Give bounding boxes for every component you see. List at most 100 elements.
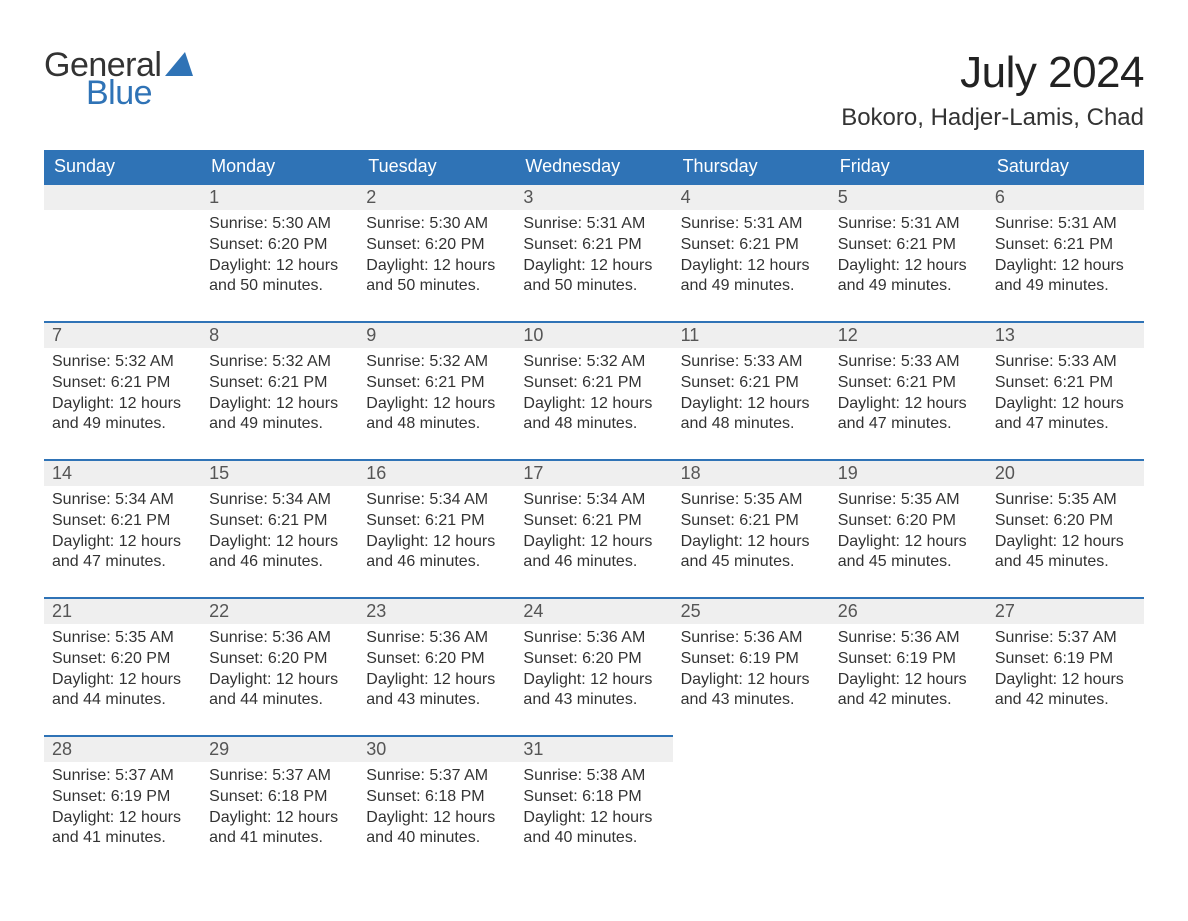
- day-body: Sunrise: 5:31 AMSunset: 6:21 PMDaylight:…: [673, 210, 830, 297]
- day-number: 29: [201, 735, 358, 762]
- day-body: Sunrise: 5:38 AMSunset: 6:18 PMDaylight:…: [515, 762, 672, 849]
- day-body: Sunrise: 5:37 AMSunset: 6:19 PMDaylight:…: [44, 762, 201, 849]
- daylight-text: Daylight: 12 hours and 50 minutes.: [366, 256, 507, 298]
- daylight-text: Daylight: 12 hours and 46 minutes.: [366, 532, 507, 574]
- day-body: Sunrise: 5:34 AMSunset: 6:21 PMDaylight:…: [358, 486, 515, 573]
- daylight-text: Daylight: 12 hours and 48 minutes.: [366, 394, 507, 436]
- sunset-text: Sunset: 6:18 PM: [523, 787, 664, 808]
- title-block: July 2024 Bokoro, Hadjer-Lamis, Chad: [841, 48, 1144, 132]
- calendar-cell: 10Sunrise: 5:32 AMSunset: 6:21 PMDayligh…: [515, 321, 672, 459]
- sunset-text: Sunset: 6:21 PM: [838, 373, 979, 394]
- sunrise-text: Sunrise: 5:36 AM: [681, 628, 822, 649]
- day-body: Sunrise: 5:36 AMSunset: 6:19 PMDaylight:…: [830, 624, 987, 711]
- sunrise-text: Sunrise: 5:34 AM: [366, 490, 507, 511]
- calendar-cell: 17Sunrise: 5:34 AMSunset: 6:21 PMDayligh…: [515, 459, 672, 597]
- day-body: Sunrise: 5:37 AMSunset: 6:18 PMDaylight:…: [358, 762, 515, 849]
- calendar-cell: 14Sunrise: 5:34 AMSunset: 6:21 PMDayligh…: [44, 459, 201, 597]
- daylight-text: Daylight: 12 hours and 48 minutes.: [681, 394, 822, 436]
- sunset-text: Sunset: 6:20 PM: [52, 649, 193, 670]
- calendar-cell: 28Sunrise: 5:37 AMSunset: 6:19 PMDayligh…: [44, 735, 201, 873]
- day-body: Sunrise: 5:32 AMSunset: 6:21 PMDaylight:…: [515, 348, 672, 435]
- day-number: 8: [201, 321, 358, 348]
- weekday-header: Friday: [830, 150, 987, 183]
- daylight-text: Daylight: 12 hours and 50 minutes.: [523, 256, 664, 298]
- sunrise-text: Sunrise: 5:32 AM: [209, 352, 350, 373]
- calendar-cell: 19Sunrise: 5:35 AMSunset: 6:20 PMDayligh…: [830, 459, 987, 597]
- daylight-text: Daylight: 12 hours and 44 minutes.: [209, 670, 350, 712]
- calendar-week-row: 21 Sunrise: 5:35 AMSunset: 6:20 PM Dayligh…: [44, 597, 1144, 735]
- day-body: Sunrise: 5:31 AMSunset: 6:21 PMDaylight:…: [515, 210, 672, 297]
- day-number: 30: [358, 735, 515, 762]
- day-body: Sunrise: 5:36 AMSunset: 6:20 PMDaylight:…: [515, 624, 672, 711]
- sunset-text: Sunset: 6:20 PM: [838, 511, 979, 532]
- calendar-cell: 4Sunrise: 5:31 AMSunset: 6:21 PMDaylight…: [673, 183, 830, 321]
- day-body: Sunrise: 5:32 AMSunset: 6:21 PMDaylight:…: [201, 348, 358, 435]
- daylight-text: Daylight: 12 hours and 49 minutes.: [681, 256, 822, 298]
- sunset-text: Sunset: 6:19 PM: [995, 649, 1136, 670]
- sunrise-text: Sunrise: 5:34 AM: [209, 490, 350, 511]
- daylight-text: Daylight: 12 hours and 43 minutes.: [681, 670, 822, 712]
- day-number: 25: [673, 597, 830, 624]
- sunrise-text: Sunrise: 5:31 AM: [838, 214, 979, 235]
- daylight-text: Daylight: 12 hours and 43 minutes.: [366, 670, 507, 712]
- daylight-text: Daylight: 12 hours and 40 minutes.: [523, 808, 664, 850]
- calendar-cell: 18Sunrise: 5:35 AMSunset: 6:21 PMDayligh…: [673, 459, 830, 597]
- calendar-cell: 23Sunrise: 5:36 AMSunset: 6:20 PMDayligh…: [358, 597, 515, 735]
- day-body: Sunrise: 5:33 AMSunset: 6:21 PMDaylight:…: [987, 348, 1144, 435]
- sunset-text: Sunset: 6:18 PM: [209, 787, 350, 808]
- day-body: Sunrise: 5:37 AMSunset: 6:19 PMDaylight:…: [987, 624, 1144, 711]
- day-body: Sunrise: 5:35 AMSunset: 6:20 PMDaylight:…: [830, 486, 987, 573]
- day-body: Sunrise: 5:32 AMSunset: 6:21 PMDaylight:…: [358, 348, 515, 435]
- day-body: Sunrise: 5:37 AMSunset: 6:18 PMDaylight:…: [201, 762, 358, 849]
- day-number: 1: [201, 183, 358, 210]
- calendar-week-row: 28Sunrise: 5:37 AMSunset: 6:19 PMDayligh…: [44, 735, 1144, 873]
- day-number: 16: [358, 459, 515, 486]
- sunrise-text: Sunrise: 5:36 AM: [838, 628, 979, 649]
- calendar-cell: 24Sunrise: 5:36 AMSunset: 6:20 PMDayligh…: [515, 597, 672, 735]
- day-number: 6: [987, 183, 1144, 210]
- sunrise-text: Sunrise: 5:37 AM: [995, 628, 1136, 649]
- calendar-cell: [44, 183, 201, 321]
- day-number: 14: [44, 459, 201, 486]
- sunrise-text: Sunrise: 5:31 AM: [523, 214, 664, 235]
- sunset-text: Sunset: 6:19 PM: [681, 649, 822, 670]
- sunset-text: Sunset: 6:19 PM: [838, 649, 979, 670]
- daylight-text: Daylight: 12 hours and 43 minutes.: [523, 670, 664, 712]
- weekday-header: Tuesday: [358, 150, 515, 183]
- daylight-text: Daylight: 12 hours and 46 minutes.: [523, 532, 664, 574]
- day-number: 18: [673, 459, 830, 486]
- sunset-text: Sunset: 6:21 PM: [209, 511, 350, 532]
- calendar-cell: 31Sunrise: 5:38 AMSunset: 6:18 PMDayligh…: [515, 735, 672, 873]
- calendar-cell: 15Sunrise: 5:34 AMSunset: 6:21 PMDayligh…: [201, 459, 358, 597]
- sunset-text: Sunset: 6:21 PM: [523, 511, 664, 532]
- day-body: Sunrise: 5:32 AMSunset: 6:21 PMDaylight:…: [44, 348, 201, 435]
- sunrise-text: Sunrise: 5:31 AM: [681, 214, 822, 235]
- calendar-cell: 27Sunrise: 5:37 AMSunset: 6:19 PMDayligh…: [987, 597, 1144, 735]
- sunset-text: Sunset: 6:21 PM: [523, 235, 664, 256]
- daylight-text: Daylight: 12 hours and 42 minutes.: [838, 670, 979, 712]
- sunset-text: Sunset: 6:21 PM: [838, 235, 979, 256]
- calendar-cell: [987, 735, 1144, 873]
- daylight-text: Daylight: 12 hours and 49 minutes.: [209, 394, 350, 436]
- day-number: 21: [44, 597, 201, 624]
- weekday-header: Wednesday: [515, 150, 672, 183]
- daylight-text: Daylight: 12 hours and 42 minutes.: [995, 670, 1136, 712]
- calendar-cell: 7Sunrise: 5:32 AMSunset: 6:21 PMDaylight…: [44, 321, 201, 459]
- calendar-cell: [673, 735, 830, 873]
- sunrise-text: Sunrise: 5:33 AM: [995, 352, 1136, 373]
- calendar-cell: 9Sunrise: 5:32 AMSunset: 6:21 PMDaylight…: [358, 321, 515, 459]
- sunrise-text: Sunrise: 5:35 AM: [52, 628, 193, 649]
- day-body: Sunrise: 5:35 AMSunset: 6:20 PMDaylight:…: [987, 486, 1144, 573]
- sunset-text: Sunset: 6:20 PM: [995, 511, 1136, 532]
- daylight-text: Daylight: 12 hours and 41 minutes.: [52, 808, 193, 850]
- day-number: 20: [987, 459, 1144, 486]
- calendar-week-row: 7Sunrise: 5:32 AMSunset: 6:21 PMDaylight…: [44, 321, 1144, 459]
- sunrise-text: Sunrise: 5:32 AM: [366, 352, 507, 373]
- sunset-text: Sunset: 6:21 PM: [995, 235, 1136, 256]
- sunset-text: Sunset: 6:21 PM: [52, 511, 193, 532]
- calendar-cell: 25 Sunrise: 5:36 AMSunset: 6:19 PMDayligh…: [673, 597, 830, 735]
- day-number: 31: [515, 735, 672, 762]
- sunrise-text: Sunrise: 5:36 AM: [523, 628, 664, 649]
- sunrise-text: Sunrise: 5:37 AM: [366, 766, 507, 787]
- sunrise-text: Sunrise: 5:37 AM: [52, 766, 193, 787]
